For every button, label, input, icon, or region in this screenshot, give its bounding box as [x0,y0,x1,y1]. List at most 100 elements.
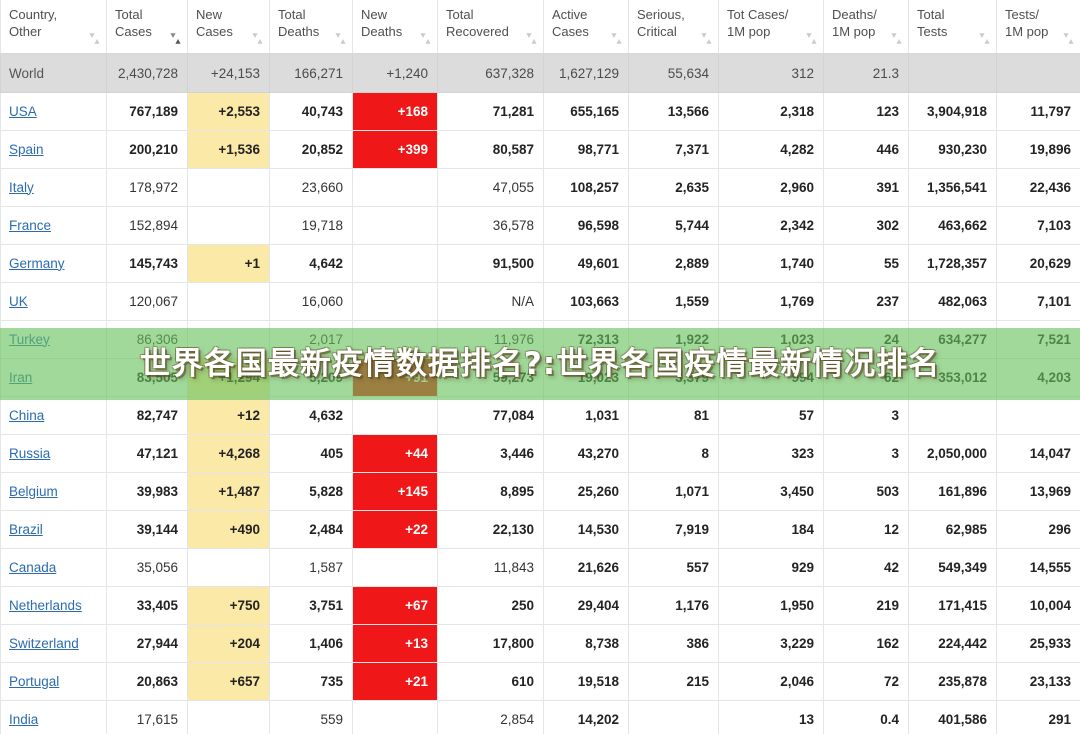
column-header-new_cases[interactable]: New Cases [187,0,270,55]
column-header-new_deaths[interactable]: New Deaths [352,0,438,55]
cell-country[interactable]: China [0,395,107,435]
column-header-tests_per_1m[interactable]: Tests/1M pop [996,0,1080,55]
cell-value: 13,969 [1029,483,1071,499]
sort-both-icon[interactable] [979,32,990,45]
cell-total_deaths: 2,484 [269,509,353,549]
cell-active_cases: 21,626 [543,547,629,587]
sort-both-icon[interactable] [335,32,346,45]
cell-value: 2,635 [675,179,709,195]
cell-country[interactable]: Portugal [0,661,107,701]
cell-total_tests: 2,050,000 [908,433,997,473]
cell-new_deaths: +145 [352,471,438,511]
country-link-italy[interactable]: Italy [9,179,34,195]
sort-both-icon[interactable] [806,32,817,45]
cell-value: 1,627,129 [558,65,619,81]
country-link-india[interactable]: India [9,711,39,727]
table-row: China 82,747 +12 4,632 77,084 1,031 81 57 3 [0,395,1080,435]
country-link-russia[interactable]: Russia [9,445,51,461]
sort-both-icon[interactable] [526,32,537,45]
cell-total_cases: 120,067 [106,281,188,321]
sort-both-icon[interactable] [89,32,100,45]
cell-deaths_per_1m: 237 [823,281,909,321]
cell-tests_per_1m: 14,555 [996,547,1080,587]
cell-value: 25,933 [1029,635,1071,651]
cell-total_cases: 86,306 [106,319,188,359]
cell-value: +13 [405,635,428,651]
country-link-china[interactable]: China [9,407,45,423]
column-header-total_recovered[interactable]: Total Recovered [437,0,544,55]
cell-country[interactable]: Canada [0,547,107,587]
column-header-label-line1: Total [917,7,945,22]
country-link-canada[interactable]: Canada [9,559,57,575]
cell-new_deaths [352,281,438,321]
table-row: Italy 178,972 23,660 47,055 108,257 2,635 2,96… [0,167,1080,207]
cell-country[interactable]: Italy [0,167,107,207]
cell-total_recovered: 637,328 [437,53,544,93]
sort-both-icon[interactable] [1063,32,1074,45]
sort-both-icon[interactable] [252,32,263,45]
column-header-total_tests[interactable]: Total Tests [908,0,997,55]
country-link-belgium[interactable]: Belgium [9,483,58,499]
cell-country[interactable]: France [0,205,107,245]
country-link-france[interactable]: France [9,217,52,233]
table-row: Spain 200,210 +1,536 20,852 +399 80,587 98,771… [0,129,1080,169]
cell-country[interactable]: Switzerland [0,623,107,663]
cell-value: +490 [229,521,260,537]
cell-country[interactable]: Iran [0,357,107,397]
cell-country[interactable]: Spain [0,129,107,169]
column-header-cases_per_1m[interactable]: Tot Cases/1M pop [718,0,824,55]
cell-value: 224,442 [938,635,987,651]
cell-country[interactable]: USA [0,91,107,131]
cell-country[interactable]: Russia [0,433,107,473]
cell-value: 994 [791,369,814,385]
cell-country[interactable]: Turkey [0,319,107,359]
cell-total_cases: 35,056 [106,547,188,587]
country-link-usa[interactable]: USA [9,103,37,119]
column-header-total_cases[interactable]: Total Cases [106,0,188,55]
cell-country[interactable]: Netherlands [0,585,107,625]
cell-new_cases: +657 [187,661,270,701]
sort-desc-icon[interactable] [170,32,181,45]
cell-new_cases: +12 [187,395,270,435]
sort-both-icon[interactable] [420,32,431,45]
table-row: France 152,894 19,718 36,578 96,598 5,744 2,34… [0,205,1080,245]
cell-country[interactable]: Belgium [0,471,107,511]
column-header-country[interactable]: Country, Other [0,0,107,55]
country-link-iran[interactable]: Iran [9,369,33,385]
cell-value: 2,430,728 [117,65,178,81]
column-header-label-line2: Tests [917,24,948,39]
country-link-portugal[interactable]: Portugal [9,673,60,689]
country-link-switzerland[interactable]: Switzerland [9,635,79,651]
sort-both-icon[interactable] [891,32,902,45]
cell-cases_per_1m: 2,318 [718,91,824,131]
cell-total_cases: 39,983 [106,471,188,511]
cell-country[interactable]: Brazil [0,509,107,549]
sort-both-icon[interactable] [701,32,712,45]
cell-country[interactable]: India [0,699,107,734]
cell-value: 1,769 [780,293,814,309]
cell-value: 40,743 [301,103,343,119]
cell-tests_per_1m: 7,521 [996,319,1080,359]
table-row: USA 767,189 +2,553 40,743 +168 71,281 655,165 1… [0,91,1080,131]
cell-tests_per_1m: 10,004 [996,585,1080,625]
cell-total_tests: 353,012 [908,357,997,397]
cell-country[interactable]: UK [0,281,107,321]
sort-both-icon[interactable] [611,32,622,45]
column-header-active_cases[interactable]: Active Cases [543,0,629,55]
country-link-turkey[interactable]: Turkey [9,331,50,347]
column-header-serious[interactable]: Serious, Critical [628,0,719,55]
country-link-netherlands[interactable]: Netherlands [9,597,82,613]
country-link-uk[interactable]: UK [9,293,28,309]
table-row: Switzerland 27,944 +204 1,406 +13 17,800 8,738… [0,623,1080,663]
country-link-germany[interactable]: Germany [9,255,65,271]
country-link-spain[interactable]: Spain [9,141,44,157]
cell-total_recovered: N/A [437,281,544,321]
cell-country[interactable]: Germany [0,243,107,283]
cell-deaths_per_1m: 21.3 [823,53,909,93]
country-link-brazil[interactable]: Brazil [9,521,43,537]
column-header-deaths_per_1m[interactable]: Deaths/1M pop [823,0,909,55]
cell-deaths_per_1m: 24 [823,319,909,359]
cell-new_cases [187,319,270,359]
column-header-total_deaths[interactable]: Total Deaths [269,0,353,55]
